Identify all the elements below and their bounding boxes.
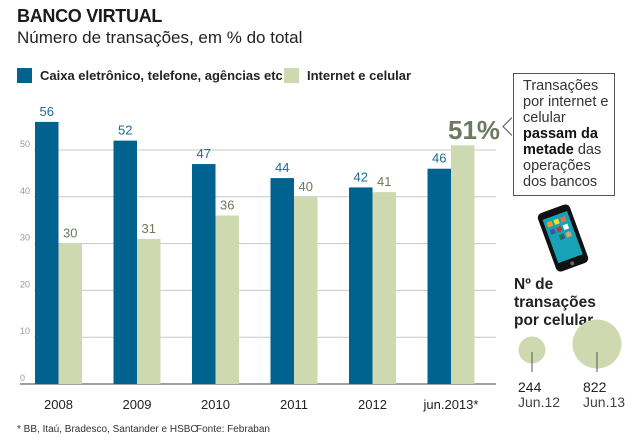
bubble-date-jun12: Jun.12 [518,394,561,410]
callout-box: Transações por internet e celular passam… [513,73,615,196]
bubble-value-jun12: 244 [518,379,542,395]
x-tick-label-2011: 2011 [280,397,308,412]
chart-title: BANCO VIRTUAL [17,6,163,26]
legend-label-offline: Caixa eletrônico, telefone, agências etc [40,68,283,83]
data-label-offline-2008: 56 [40,104,54,119]
x-tick-label-2008: 2008 [44,397,73,412]
bubble-date-jun13: Jun.13 [583,394,626,410]
x-tick-label-2010: 2010 [201,397,230,412]
y-tick-label-20: 20 [20,279,30,289]
legend-item-online: Internet e celular [284,68,411,83]
bar-offline-2011 [270,178,294,384]
x-tick-label-2012: 2012 [358,397,387,412]
data-label-offline-jun.2013*: 46 [432,151,446,166]
bar-offline-2009 [113,140,137,384]
x-tick-label-jun.2013*: jun.2013* [423,397,479,412]
bubble-label-jun12: 244 Jun.12 [518,380,560,410]
data-label-offline-2012: 42 [354,169,368,184]
callout-text-bold: passam da metade [523,126,598,158]
data-label-offline-2011: 44 [275,160,289,175]
y-tick-label-50: 50 [20,139,30,149]
bar-offline-2010 [192,164,216,384]
bar-online-jun.2013* [451,145,475,384]
source-credit: Fonte: Febraban [196,424,270,435]
cellphone-title-line1: Nº de transações [514,276,596,311]
callout-text-post: das operações dos bancos [523,142,602,190]
annotation-51-percent: 51% [448,115,500,145]
bubble-value-jun13: 822 [583,379,607,395]
callout-text-pre: Transações por internet e celular [523,78,609,126]
data-label-online-2010: 36 [220,198,234,213]
y-tick-label-10: 10 [20,326,30,336]
bubble-label-jun13: 822 Jun.13 [583,380,625,410]
y-tick-label-30: 30 [20,233,30,243]
legend-swatch-online [284,68,299,83]
bar-offline-2012 [349,187,373,384]
footnote: * BB, Itaú, Bradesco, Santander e HSBC [17,424,198,435]
cellphone-panel-title: Nº de transações por celular [514,276,637,330]
bar-online-2011 [294,196,318,384]
chart-subtitle: Número de transações, em % do total [17,28,303,47]
bar-offline-2008 [35,121,59,385]
data-label-offline-2010: 47 [197,146,211,161]
legend-item-offline: Caixa eletrônico, telefone, agências etc [17,68,283,83]
data-label-offline-2009: 52 [118,123,132,138]
data-label-online-2009: 31 [142,221,156,236]
data-label-online-2011: 40 [299,179,313,194]
bar-online-2008 [58,243,82,384]
data-label-online-2012: 41 [377,174,391,189]
legend-swatch-offline [17,68,32,83]
bar-offline-jun.2013* [427,168,451,384]
y-tick-label-0: 0 [20,373,25,383]
bar-online-2009 [137,238,161,384]
x-tick-label-2009: 2009 [123,397,152,412]
legend-label-online: Internet e celular [307,68,412,83]
bar-online-2010 [215,215,239,384]
cellphone-title-line2: por celular [514,312,594,329]
bar-online-2012 [372,192,396,384]
data-label-online-2008: 30 [63,226,77,241]
y-tick-label-40: 40 [20,186,30,196]
